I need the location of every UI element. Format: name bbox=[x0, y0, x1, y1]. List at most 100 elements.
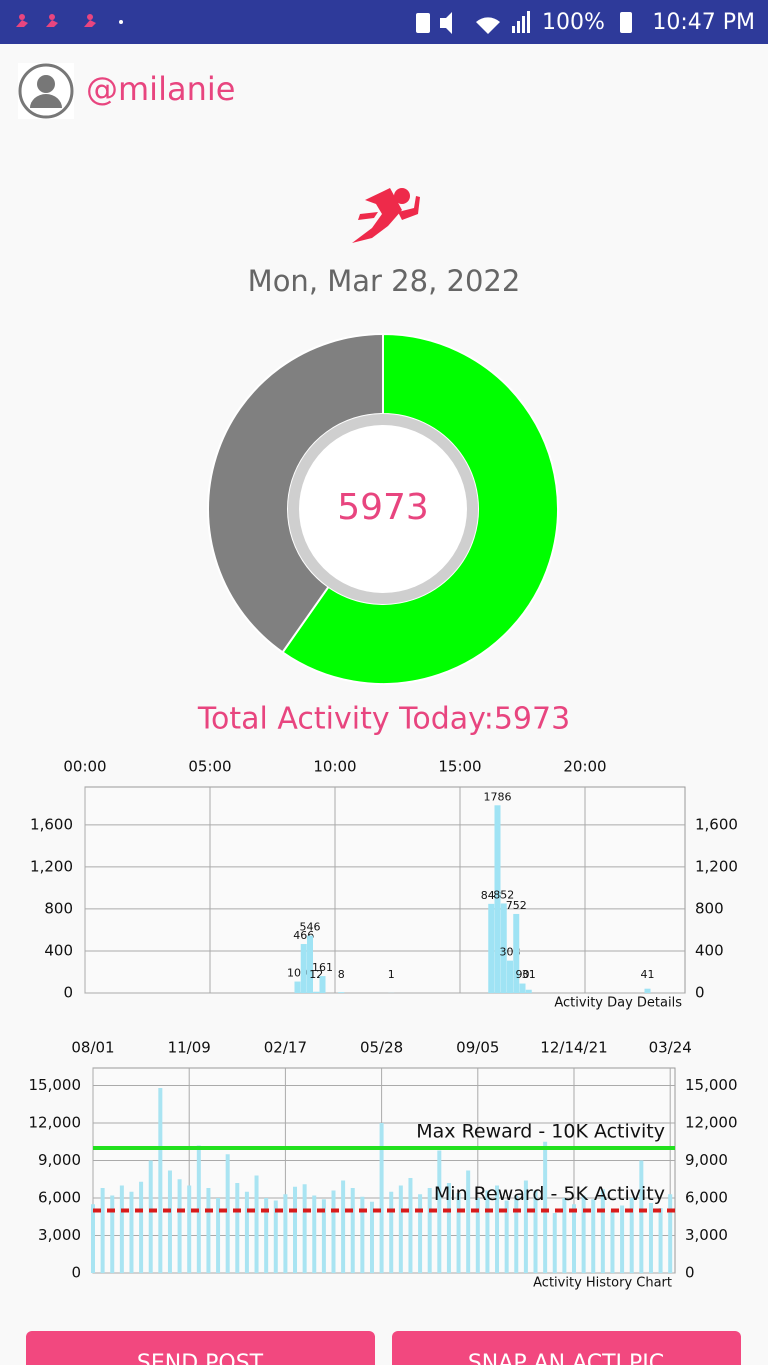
avatar[interactable] bbox=[18, 63, 74, 119]
bar bbox=[119, 1185, 124, 1273]
x-tick-label: 02/17 bbox=[264, 1039, 307, 1057]
x-tick-label: 12/14/21 bbox=[540, 1039, 607, 1057]
bar bbox=[283, 1194, 288, 1273]
runner-icon bbox=[352, 188, 420, 243]
bar bbox=[552, 1213, 557, 1273]
center-value: 5973 bbox=[337, 487, 429, 528]
y-tick-label: 800 bbox=[44, 899, 73, 917]
bar bbox=[446, 1183, 451, 1273]
x-tick-label: 20:00 bbox=[563, 758, 606, 776]
x-tick-label: 05/28 bbox=[360, 1039, 403, 1057]
bar bbox=[369, 1201, 374, 1273]
bar bbox=[519, 983, 526, 993]
y2-tick-label: 1,200 bbox=[695, 857, 738, 875]
bar bbox=[591, 1199, 596, 1273]
y-tick-label: 9,000 bbox=[38, 1151, 81, 1169]
y-tick-label: 6,000 bbox=[38, 1189, 81, 1207]
bar bbox=[294, 981, 301, 993]
x-tick-label: 10:00 bbox=[313, 758, 356, 776]
bar bbox=[254, 1175, 259, 1273]
bar bbox=[648, 1203, 653, 1273]
username[interactable]: @milanie bbox=[86, 70, 235, 108]
bar bbox=[408, 1178, 413, 1273]
bar bbox=[418, 1194, 423, 1273]
plot-area bbox=[84, 786, 686, 994]
bar bbox=[562, 1198, 567, 1273]
bar bbox=[302, 1184, 307, 1273]
system-icons bbox=[416, 11, 632, 34]
y2-tick-label: 6,000 bbox=[685, 1189, 728, 1207]
bar bbox=[504, 1200, 509, 1273]
button-label[interactable]: SEND POST bbox=[137, 1351, 264, 1365]
battery-text: 100% bbox=[542, 10, 605, 35]
bar bbox=[187, 1185, 192, 1273]
date: Mon, Mar 28, 2022 bbox=[248, 264, 521, 298]
x-tick-label: 00:00 bbox=[63, 758, 106, 776]
clock: 10:47 PM bbox=[652, 10, 755, 35]
x-tick-label: 08/01 bbox=[71, 1039, 114, 1057]
x-tick-label: 09/05 bbox=[456, 1039, 499, 1057]
value-label: 852 bbox=[493, 888, 514, 901]
bar bbox=[341, 1180, 346, 1273]
bar bbox=[398, 1185, 403, 1273]
value-label: 31 bbox=[522, 968, 536, 981]
bar bbox=[216, 1198, 221, 1273]
bar bbox=[177, 1179, 182, 1273]
status-bar bbox=[0, 0, 768, 44]
bar bbox=[235, 1183, 240, 1273]
send-post-button[interactable]: SEND POST bbox=[26, 1331, 375, 1365]
value-label: 161 bbox=[312, 961, 333, 974]
bar bbox=[100, 1188, 105, 1273]
chart-caption: Activity History Chart bbox=[533, 1276, 672, 1291]
bar bbox=[620, 1205, 625, 1273]
y-tick-label: 0 bbox=[63, 984, 73, 1002]
bar bbox=[581, 1195, 586, 1273]
y2-tick-label: 0 bbox=[695, 984, 705, 1002]
y-tick-label: 400 bbox=[44, 941, 73, 959]
summary: Total Activity Today:5973 bbox=[197, 702, 570, 737]
button-label[interactable]: SNAP AN ACTI PIC bbox=[468, 1351, 664, 1365]
bar bbox=[629, 1198, 634, 1273]
bar bbox=[331, 1190, 336, 1273]
y2-tick-label: 9,000 bbox=[685, 1151, 728, 1169]
bar bbox=[514, 1195, 519, 1273]
y2-tick-label: 15,000 bbox=[685, 1076, 738, 1094]
donut-center bbox=[299, 425, 467, 593]
bar bbox=[485, 1190, 490, 1273]
bar bbox=[338, 992, 345, 993]
snap-pic-button[interactable]: SNAP AN ACTI PIC bbox=[392, 1331, 741, 1365]
y-tick-label: 1,600 bbox=[30, 815, 73, 833]
bar bbox=[110, 1195, 115, 1273]
bar bbox=[273, 1200, 278, 1273]
bar bbox=[600, 1189, 605, 1273]
bar bbox=[533, 1190, 538, 1273]
bar bbox=[427, 1188, 432, 1273]
bar bbox=[91, 1204, 95, 1273]
bar bbox=[610, 1210, 615, 1273]
bar bbox=[244, 1191, 249, 1273]
reference-label: Max Reward - 10K Activity bbox=[416, 1121, 665, 1143]
bar bbox=[523, 1180, 528, 1273]
bar bbox=[293, 1186, 298, 1273]
bar bbox=[139, 1181, 144, 1273]
value-label: 1 bbox=[388, 968, 395, 981]
bar bbox=[658, 1208, 663, 1273]
bar bbox=[571, 1204, 576, 1273]
chart-caption: Activity Day Details bbox=[554, 996, 682, 1011]
value-label: 1786 bbox=[484, 790, 512, 803]
bar bbox=[148, 1160, 153, 1273]
y2-tick-label: 800 bbox=[695, 899, 724, 917]
y2-tick-label: 1,600 bbox=[695, 815, 738, 833]
bar bbox=[513, 913, 520, 993]
bar bbox=[644, 988, 651, 993]
value-label: 8 bbox=[338, 968, 345, 981]
bar bbox=[543, 1141, 548, 1273]
value-label: 90 bbox=[516, 968, 530, 981]
bar bbox=[466, 1170, 471, 1273]
reference-label: Min Reward - 5K Activity bbox=[434, 1183, 665, 1205]
bar bbox=[475, 1198, 480, 1273]
bar bbox=[389, 1191, 394, 1273]
bar bbox=[321, 1199, 326, 1273]
